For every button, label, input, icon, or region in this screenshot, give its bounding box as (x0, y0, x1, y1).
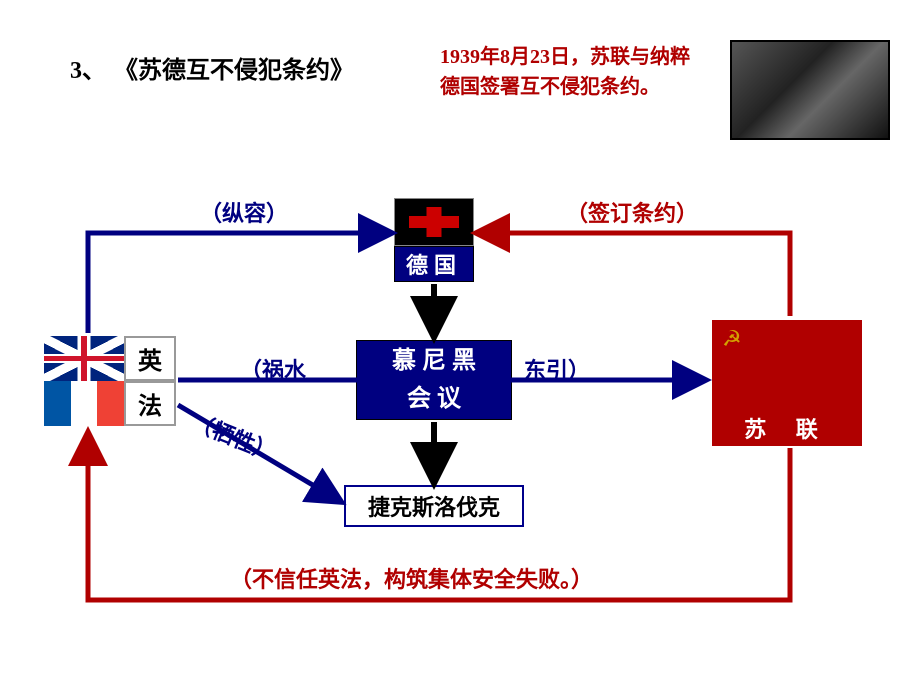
france-label: 法 (138, 386, 162, 421)
munich-node: 慕 尼 黑 会 议 (356, 340, 512, 420)
germany-flag-icon (394, 198, 474, 246)
france-flag-icon (44, 381, 124, 426)
label-treaty: （签订条约） (566, 196, 698, 228)
ussr-node: 苏 联 (712, 410, 862, 446)
ussr-label: 苏 联 (744, 412, 830, 444)
germany-label: 德国 (406, 248, 462, 280)
slide-root: 3、 《苏德互不侵犯条约》 1939年8月23日，苏联与纳粹德国签署互不侵犯条约… (0, 0, 920, 690)
uk-label: 英 (138, 341, 162, 376)
label-distrust: （不信任英法，构筑集体安全失败。） (230, 562, 593, 594)
description-text: 1939年8月23日，苏联与纳粹德国签署互不侵犯条约。 (440, 42, 700, 102)
ussr-flag-icon (712, 320, 862, 410)
munich-line2: 会 议 (407, 380, 461, 418)
germany-node: 德国 (394, 246, 474, 282)
title-text: 《苏德互不侵犯条约》 (114, 50, 354, 85)
label-divert: （祸水 (240, 353, 306, 385)
label-east: 东引） (524, 353, 590, 385)
title-number: 3、 (70, 50, 106, 85)
label-indulge: （纵容） (200, 196, 288, 228)
czech-label: 捷克斯洛伐克 (368, 490, 500, 522)
uk-flag-icon (44, 336, 124, 381)
signing-photo (730, 40, 890, 140)
czech-node: 捷克斯洛伐克 (344, 485, 524, 527)
france-node: 法 (124, 381, 176, 426)
title-row: 3、 《苏德互不侵犯条约》 (70, 50, 354, 85)
uk-node: 英 (124, 336, 176, 381)
label-sacrifice: （牺牲） (187, 405, 281, 468)
munich-line1: 慕 尼 黑 (392, 342, 476, 380)
